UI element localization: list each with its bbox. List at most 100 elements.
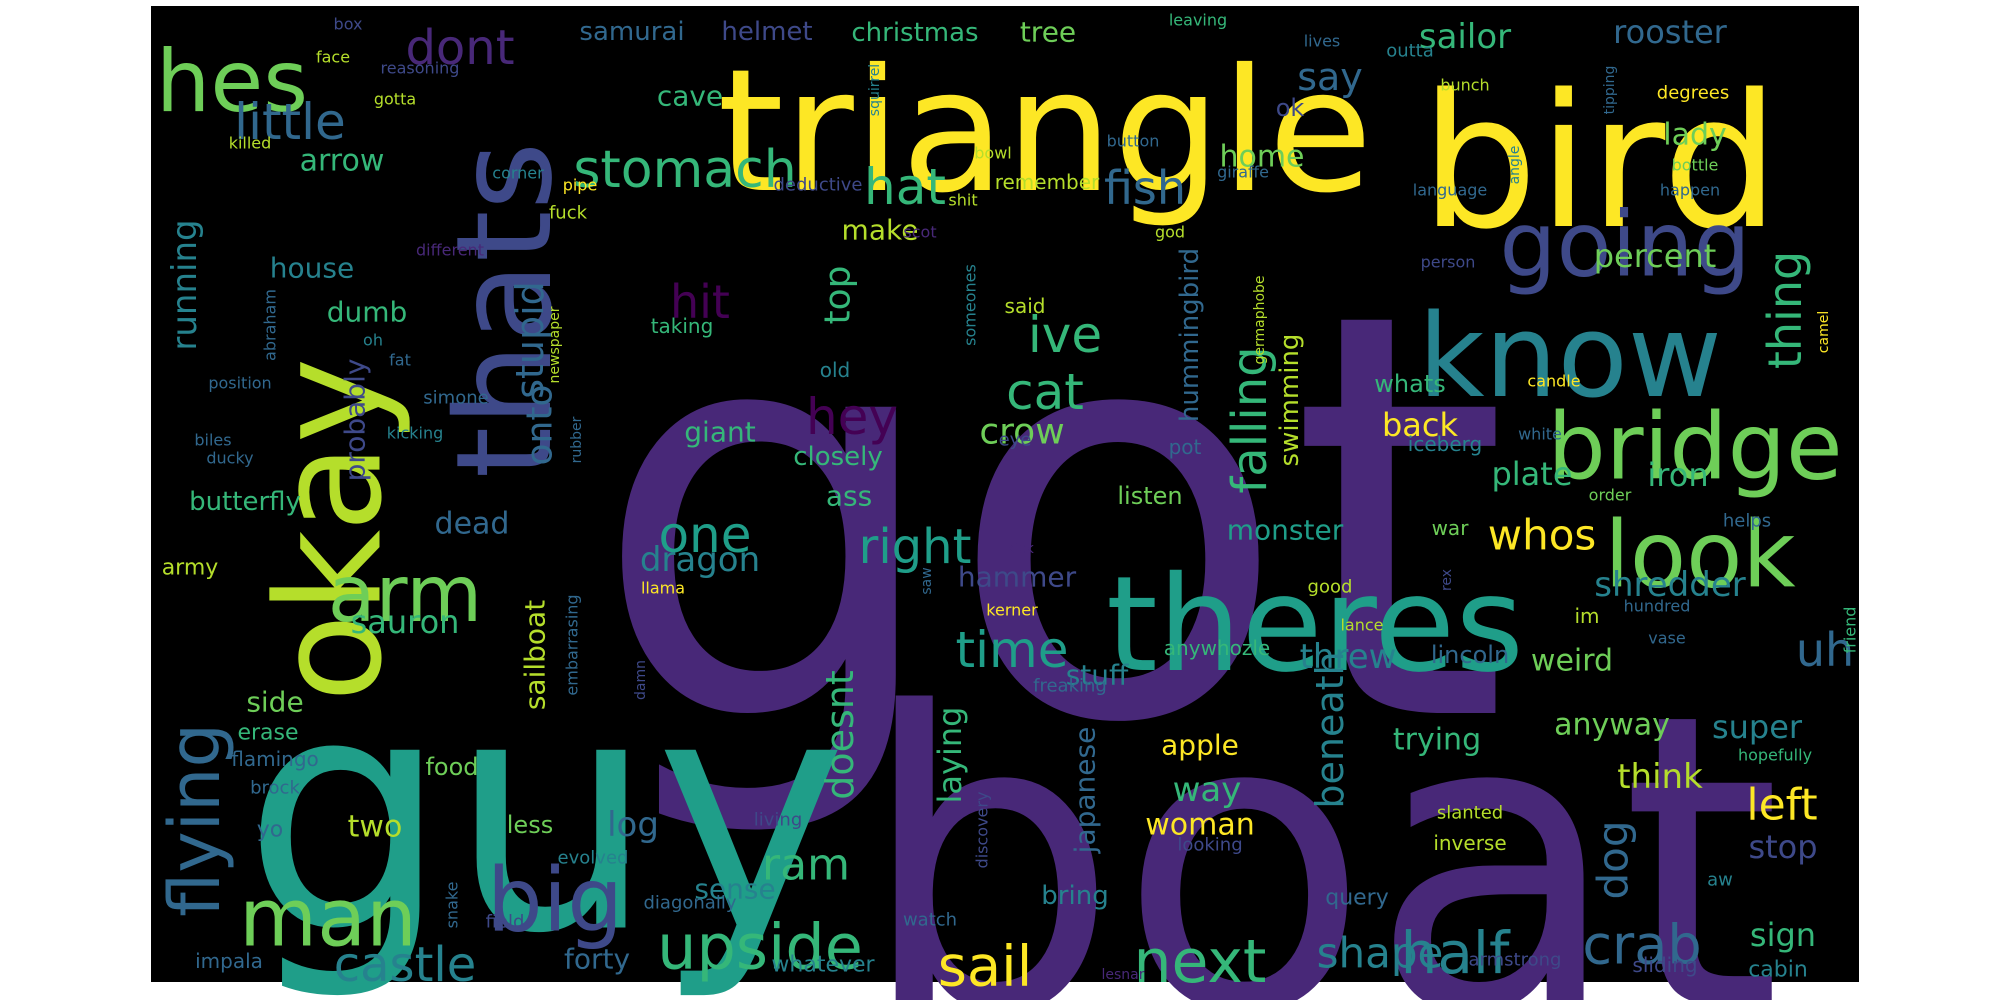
word-top: top	[818, 266, 859, 325]
word-dead: dead	[435, 507, 510, 542]
word-sauron: sauron	[351, 603, 460, 641]
word-scot: scot	[903, 223, 936, 242]
word-discovery: discovery	[973, 792, 992, 869]
word-look: look	[1604, 502, 1796, 609]
word-field: field	[486, 912, 525, 933]
word-stupid: stupid	[508, 281, 552, 399]
word-bowl: bowl	[974, 144, 1011, 163]
word-newspaper: newspaper	[547, 306, 563, 383]
word-theres: theres	[1106, 548, 1524, 702]
word-samurai: samurai	[579, 17, 684, 47]
word-arrow: arrow	[300, 144, 385, 179]
word-hummingbird: hummingbird	[1175, 248, 1205, 422]
word-cave: cave	[657, 80, 723, 113]
word-armstrong: armstrong	[1469, 950, 1562, 971]
word-deductive: deductive	[773, 175, 862, 196]
word-face: face	[316, 48, 350, 67]
word-right: right	[859, 519, 972, 575]
word-running: running	[165, 219, 205, 350]
word-war: war	[1432, 516, 1470, 540]
word-flying: flying	[154, 723, 236, 917]
word-vase: vase	[1648, 629, 1685, 648]
word-gotta: gotta	[374, 90, 416, 109]
word-god: god	[1155, 223, 1185, 242]
word-crab: crab	[1582, 914, 1701, 977]
word-butterfly: butterfly	[189, 487, 301, 517]
word-freaking: freaking	[1033, 676, 1107, 697]
word-know: know	[1418, 290, 1722, 424]
word-say: say	[1297, 55, 1363, 99]
word-half: half	[1401, 919, 1511, 987]
word-doesnt: doesnt	[818, 670, 862, 800]
word-different: different	[416, 241, 484, 260]
word-watch: watch	[903, 910, 957, 931]
word-food: food	[425, 753, 478, 781]
word-plate: plate	[1491, 455, 1572, 493]
word-boat: boat	[858, 626, 1781, 1000]
word-ram: ram	[762, 840, 850, 891]
word-inverse: inverse	[1433, 831, 1506, 855]
word-shredder: shredder	[1594, 565, 1745, 605]
word-outta: outta	[1386, 41, 1434, 62]
word-beneath: beneath	[1308, 651, 1352, 808]
word-cat: cat	[1006, 363, 1084, 421]
word-kick: kick	[1006, 541, 1035, 557]
word-query: query	[1325, 886, 1389, 911]
word-embarrasing: embarrasing	[563, 594, 582, 695]
word-position: position	[208, 374, 271, 393]
word-bird: bird	[1420, 54, 1779, 270]
word-hes: hes	[156, 32, 308, 132]
word-iron: iron	[1647, 456, 1708, 494]
word-guy: guy	[243, 626, 848, 1000]
word-upside: upside	[657, 911, 863, 984]
word-stomach: stomach	[573, 140, 796, 200]
word-sliding: sliding	[1632, 953, 1697, 977]
word-lives: lives	[1304, 32, 1341, 51]
word-next: next	[1134, 927, 1267, 997]
word-oh: oh	[363, 331, 383, 350]
word-think: think	[1617, 757, 1703, 797]
word-box: box	[334, 15, 363, 34]
word-dragon: dragon	[640, 540, 760, 580]
word-onto: onto	[520, 385, 561, 466]
word-aw: aw	[1707, 870, 1733, 891]
word-eye: eye	[999, 430, 1032, 451]
word-side: side	[246, 686, 303, 719]
word-taking: taking	[651, 314, 714, 338]
word-bunch: bunch	[1440, 76, 1489, 95]
word-damn: damn	[633, 660, 649, 700]
word-sign: sign	[1750, 916, 1816, 954]
word-rubber: rubber	[569, 416, 585, 463]
word-apple: apple	[1161, 729, 1239, 762]
word-old: old	[820, 358, 851, 382]
word-little: little	[234, 93, 346, 151]
word-swimming: swimming	[1275, 334, 1305, 467]
word-anywhozle: anywhozle	[1164, 636, 1270, 660]
word-home: home	[1219, 140, 1304, 175]
word-remember: remember	[995, 170, 1100, 194]
word-threw: threw	[1300, 637, 1397, 677]
word-corner: corner	[492, 164, 544, 183]
word-fat: fat	[389, 351, 411, 370]
word-probably: probably	[339, 359, 372, 482]
word-iceberg: iceberg	[1408, 432, 1482, 456]
word-lance: lance	[1340, 616, 1383, 635]
word-two: two	[348, 810, 403, 845]
word-stuff: stuff	[1066, 659, 1129, 692]
word-shit: shit	[948, 191, 977, 210]
word-leaving: leaving	[1169, 11, 1227, 30]
word-crow: crow	[979, 412, 1064, 453]
word-bottle: bottle	[1672, 156, 1719, 175]
word-left: left	[1746, 780, 1817, 831]
word-im: im	[1574, 604, 1599, 628]
word-hammer: hammer	[958, 561, 1077, 594]
word-triangle: triangle	[717, 33, 1372, 231]
word-good: good	[1308, 577, 1353, 598]
word-abraham: abraham	[261, 289, 280, 361]
word-way: way	[1173, 770, 1242, 810]
word-dont: dont	[405, 20, 514, 76]
word-snake: snake	[443, 882, 462, 929]
word-rex: rex	[1439, 569, 1455, 591]
word-brock: brock	[250, 778, 300, 799]
